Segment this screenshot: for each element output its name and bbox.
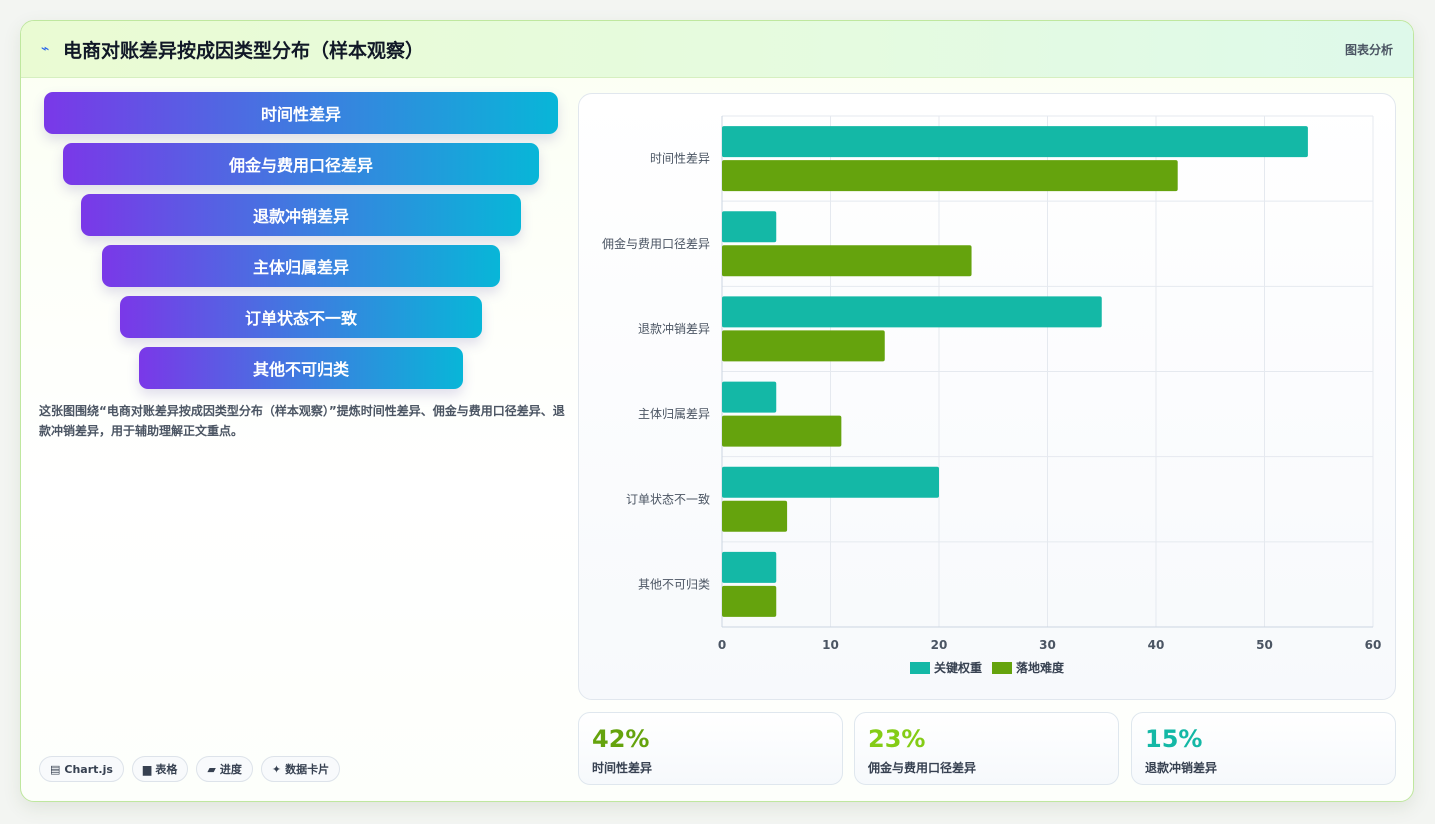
bar-weight bbox=[722, 126, 1308, 158]
kpi-value: 15% bbox=[1145, 725, 1203, 753]
chip-list: ▤ Chart.js ▆ 表格 ▰ 进度 ✦ 数据卡片 bbox=[39, 756, 341, 782]
kpi-label: 退款冲销差异 bbox=[1145, 761, 1218, 775]
kpi-value: 42% bbox=[592, 725, 650, 753]
legend-swatch bbox=[910, 662, 930, 674]
chip-progress[interactable]: ▰ 进度 bbox=[196, 756, 253, 782]
chart-description: 这张图围绕“电商对账差异按成因类型分布（样本观察）”提炼时间性差异、佣金与费用口… bbox=[39, 404, 565, 438]
chart-analysis-tag: 图表分析 bbox=[1344, 43, 1393, 57]
y-tick-label: 佣金与费用口径差异 bbox=[602, 236, 710, 251]
lightning-icon: ⌁ bbox=[41, 41, 50, 57]
bar-difficulty bbox=[722, 500, 788, 532]
chip-data-card[interactable]: ✦ 数据卡片 bbox=[260, 756, 341, 782]
x-tick-label: 50 bbox=[1256, 638, 1273, 652]
chip-table[interactable]: ▆ 表格 bbox=[131, 756, 189, 782]
bar-difficulty bbox=[722, 585, 777, 617]
legend-label: 落地难度 bbox=[1016, 660, 1065, 675]
bar-weight bbox=[722, 466, 939, 498]
funnel-item: 退款冲销差异 bbox=[81, 194, 521, 236]
progress-icon: ▰ bbox=[207, 762, 216, 776]
chip-chartjs[interactable]: ▤ Chart.js bbox=[39, 756, 124, 782]
bar-weight bbox=[722, 211, 777, 243]
bar-difficulty bbox=[722, 330, 885, 362]
x-tick-label: 40 bbox=[1148, 638, 1165, 652]
report-card: ⌁ 电商对账差异按成因类型分布（样本观察） 图表分析 时间性差异 佣金与费用口径… bbox=[20, 20, 1414, 802]
kpi-label: 时间性差异 bbox=[592, 761, 653, 775]
y-tick-label: 订单状态不一致 bbox=[626, 492, 710, 506]
kpi-card: 42% 时间性差异 bbox=[578, 712, 843, 785]
page-title: 电商对账差异按成因类型分布（样本观察） bbox=[63, 40, 425, 62]
bar-weight bbox=[722, 551, 777, 583]
legend-swatch bbox=[992, 662, 1012, 674]
funnel-item: 主体归属差异 bbox=[102, 245, 500, 287]
chart-panel: 时间性差异佣金与费用口径差异退款冲销差异 主体归属差异订单状态不一致其他不可归类 0… bbox=[578, 93, 1396, 700]
kpi-card: 15% 退款冲销差异 bbox=[1131, 712, 1396, 785]
table-icon: ▆ bbox=[142, 762, 152, 776]
y-tick-label: 时间性差异 bbox=[650, 152, 710, 166]
funnel-item: 时间性差异 bbox=[44, 92, 558, 134]
card-header: ⌁ 电商对账差异按成因类型分布（样本观察） 图表分析 bbox=[21, 21, 1413, 78]
chart-icon: ▤ bbox=[50, 762, 61, 776]
x-tick-label: 30 bbox=[1039, 638, 1056, 652]
x-tick-label: 60 bbox=[1365, 638, 1382, 652]
x-tick-label: 20 bbox=[931, 638, 948, 652]
bar-weight bbox=[722, 381, 777, 413]
bar-difficulty bbox=[722, 160, 1178, 192]
funnel-item: 订单状态不一致 bbox=[120, 296, 482, 338]
y-tick-label: 退款冲销差异 bbox=[638, 321, 710, 336]
legend-label: 关键权重 bbox=[934, 660, 982, 675]
kpi-label: 佣金与费用口径差异 bbox=[868, 761, 977, 775]
bar-difficulty bbox=[722, 415, 842, 447]
sparkle-icon: ✦ bbox=[271, 762, 282, 776]
bar-weight bbox=[722, 296, 1102, 328]
y-tick-label: 其他不可归类 bbox=[638, 577, 710, 591]
x-tick-label: 10 bbox=[822, 638, 839, 652]
funnel-item: 其他不可归类 bbox=[139, 347, 463, 389]
bar-difficulty bbox=[722, 245, 972, 277]
y-tick-label: 主体归属差异 bbox=[638, 407, 710, 421]
kpi-value: 23% bbox=[868, 725, 926, 753]
x-tick-label: 0 bbox=[718, 638, 726, 652]
kpi-card: 23% 佣金与费用口径差异 bbox=[854, 712, 1119, 785]
funnel-item: 佣金与费用口径差异 bbox=[63, 143, 539, 185]
